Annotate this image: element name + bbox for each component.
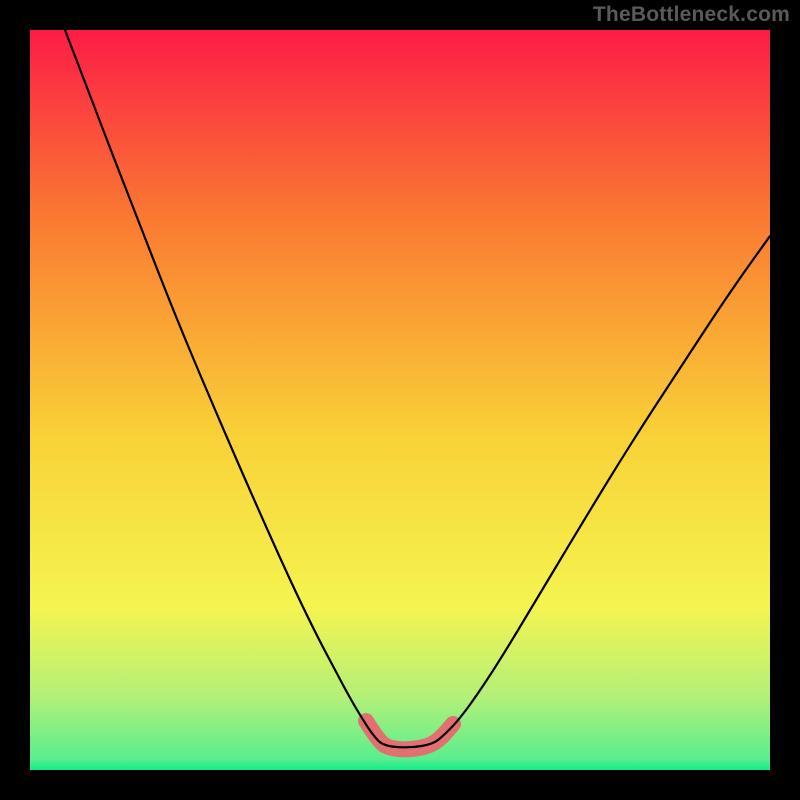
plot-panel xyxy=(30,30,770,770)
watermark-text: TheBottleneck.com xyxy=(593,3,790,27)
outer-frame: TheBottleneck.com xyxy=(0,0,800,800)
gradient-plot xyxy=(30,30,770,770)
